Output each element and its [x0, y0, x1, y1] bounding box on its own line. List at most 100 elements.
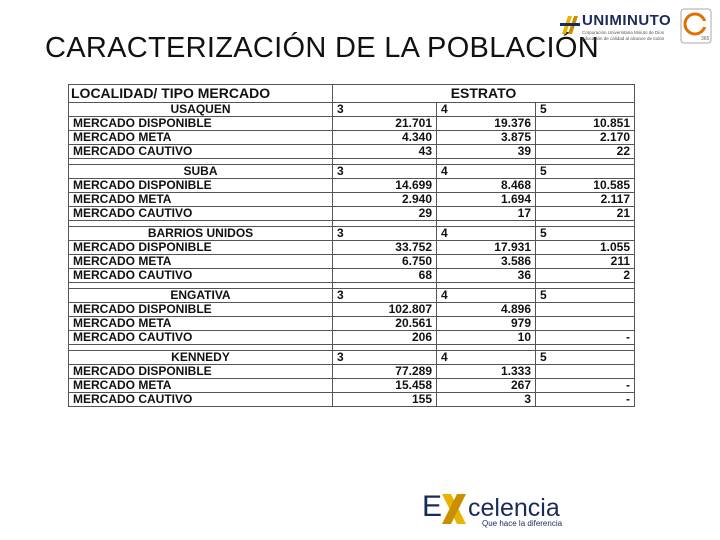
- accreditation-seal-icon: 365: [680, 8, 712, 44]
- table-row: MERCADO DISPONIBLE 102.807 4.896: [68, 302, 635, 317]
- table-row: MERCADO CAUTIVO 43 39 22: [68, 144, 635, 159]
- table-row: MERCADO META 2.940 1.694 2.117: [68, 192, 635, 207]
- market-value: 15.458: [332, 378, 437, 393]
- estrato-label: 3: [332, 350, 437, 365]
- table-row: MERCADO DISPONIBLE 14.699 8.468 10.585: [68, 178, 635, 193]
- svg-text:E: E: [422, 490, 442, 523]
- market-value: 43: [332, 144, 437, 159]
- estrato-label: 5: [535, 102, 635, 117]
- market-value: 1.055: [535, 240, 635, 255]
- market-value: 3.875: [436, 130, 536, 145]
- market-value: 68: [332, 268, 437, 283]
- market-value: 10.585: [535, 178, 635, 193]
- estrato-label: 3: [332, 226, 437, 241]
- group-header-row: SUBA 3 4 5: [68, 164, 635, 179]
- market-value: 4.340: [332, 130, 437, 145]
- market-value: 33.752: [332, 240, 437, 255]
- market-value: 979: [436, 316, 536, 331]
- locality-name: BARRIOS UNIDOS: [68, 226, 333, 241]
- header-localidad: LOCALIDAD/ TIPO MERCADO: [68, 84, 333, 103]
- estrato-label: 4: [436, 164, 536, 179]
- market-value: 155: [332, 392, 437, 407]
- market-value: [535, 316, 635, 331]
- slide-title: CARACTERIZACIÓN DE LA POBLACIÓN: [45, 32, 599, 64]
- market-value: -: [535, 330, 635, 345]
- table-row: MERCADO DISPONIBLE 33.752 17.931 1.055: [68, 240, 635, 255]
- group-header-row: BARRIOS UNIDOS 3 4 5: [68, 226, 635, 241]
- table-row: MERCADO DISPONIBLE 77.289 1.333: [68, 364, 635, 379]
- market-value: 17: [436, 206, 536, 221]
- market-value: 17.931: [436, 240, 536, 255]
- market-value: [535, 364, 635, 379]
- estrato-label: 5: [535, 164, 635, 179]
- market-type-label: MERCADO DISPONIBLE: [68, 302, 333, 317]
- market-type-label: MERCADO DISPONIBLE: [68, 240, 333, 255]
- market-value: -: [535, 392, 635, 407]
- market-value: 39: [436, 144, 536, 159]
- market-value: 2.170: [535, 130, 635, 145]
- market-table: LOCALIDAD/ TIPO MERCADO ESTRATO USAQUEN 3…: [68, 84, 635, 407]
- estrato-label: 4: [436, 288, 536, 303]
- locality-name: ENGATIVA: [68, 288, 333, 303]
- market-value: 267: [436, 378, 536, 393]
- table-header-row: LOCALIDAD/ TIPO MERCADO ESTRATO: [68, 84, 635, 103]
- market-type-label: MERCADO CAUTIVO: [68, 268, 333, 283]
- table-row: MERCADO META 6.750 3.586 211: [68, 254, 635, 269]
- estrato-label: 5: [535, 350, 635, 365]
- table-row: MERCADO META 4.340 3.875 2.170: [68, 130, 635, 145]
- market-value: 29: [332, 206, 437, 221]
- estrato-label: 5: [535, 226, 635, 241]
- market-type-label: MERCADO META: [68, 378, 333, 393]
- market-type-label: MERCADO META: [68, 192, 333, 207]
- market-value: [535, 302, 635, 317]
- market-value: 36: [436, 268, 536, 283]
- market-type-label: MERCADO CAUTIVO: [68, 392, 333, 407]
- estrato-label: 4: [436, 226, 536, 241]
- market-type-label: MERCADO DISPONIBLE: [68, 364, 333, 379]
- market-type-label: MERCADO META: [68, 316, 333, 331]
- market-value: 21: [535, 206, 635, 221]
- uniminuto-logo: UNIMINUTO Corporación Universitaria Minu…: [560, 8, 680, 48]
- excelencia-word: celencia: [468, 494, 560, 522]
- uniminuto-line2: educación de calidad al alcance de todos: [582, 36, 665, 41]
- estrato-label: 3: [332, 164, 437, 179]
- market-value: 1.333: [436, 364, 536, 379]
- market-type-label: MERCADO DISPONIBLE: [68, 116, 333, 131]
- market-value: 3: [436, 392, 536, 407]
- estrato-label: 3: [332, 102, 437, 117]
- market-value: 2.117: [535, 192, 635, 207]
- market-value: 1.694: [436, 192, 536, 207]
- table-row: MERCADO META 15.458 267-: [68, 378, 635, 393]
- table-row: MERCADO META 20.561 979: [68, 316, 635, 331]
- market-type-label: MERCADO META: [68, 254, 333, 269]
- table-row: MERCADO DISPONIBLE 21.701 19.376 10.851: [68, 116, 635, 131]
- market-value: 20.561: [332, 316, 437, 331]
- market-value: 21.701: [332, 116, 437, 131]
- excelencia-tagline: Que hace la diferencia: [482, 519, 563, 528]
- market-value: 3.586: [436, 254, 536, 269]
- market-type-label: MERCADO META: [68, 130, 333, 145]
- uniminuto-line1: Corporación Universitaria Minuto de Dios: [582, 30, 665, 35]
- locality-name: KENNEDY: [68, 350, 333, 365]
- market-value: -: [535, 378, 635, 393]
- market-value: 206: [332, 330, 437, 345]
- group-header-row: ENGATIVA 3 4 5: [68, 288, 635, 303]
- estrato-label: 4: [436, 350, 536, 365]
- market-type-label: MERCADO CAUTIVO: [68, 206, 333, 221]
- market-type-label: MERCADO CAUTIVO: [68, 144, 333, 159]
- market-value: 14.699: [332, 178, 437, 193]
- market-value: 4.896: [436, 302, 536, 317]
- table-row: MERCADO CAUTIVO 206 10-: [68, 330, 635, 345]
- uniminuto-mark-icon: [560, 16, 580, 34]
- market-value: 102.807: [332, 302, 437, 317]
- market-value: 2: [535, 268, 635, 283]
- group-header-row: USAQUEN 3 4 5: [68, 102, 635, 117]
- market-value: 22: [535, 144, 635, 159]
- uniminuto-brand: UNIMINUTO: [582, 12, 672, 29]
- market-value: 77.289: [332, 364, 437, 379]
- estrato-label: 4: [436, 102, 536, 117]
- market-value: 211: [535, 254, 635, 269]
- market-value: 10: [436, 330, 536, 345]
- locality-name: USAQUEN: [68, 102, 333, 117]
- market-value: 2.940: [332, 192, 437, 207]
